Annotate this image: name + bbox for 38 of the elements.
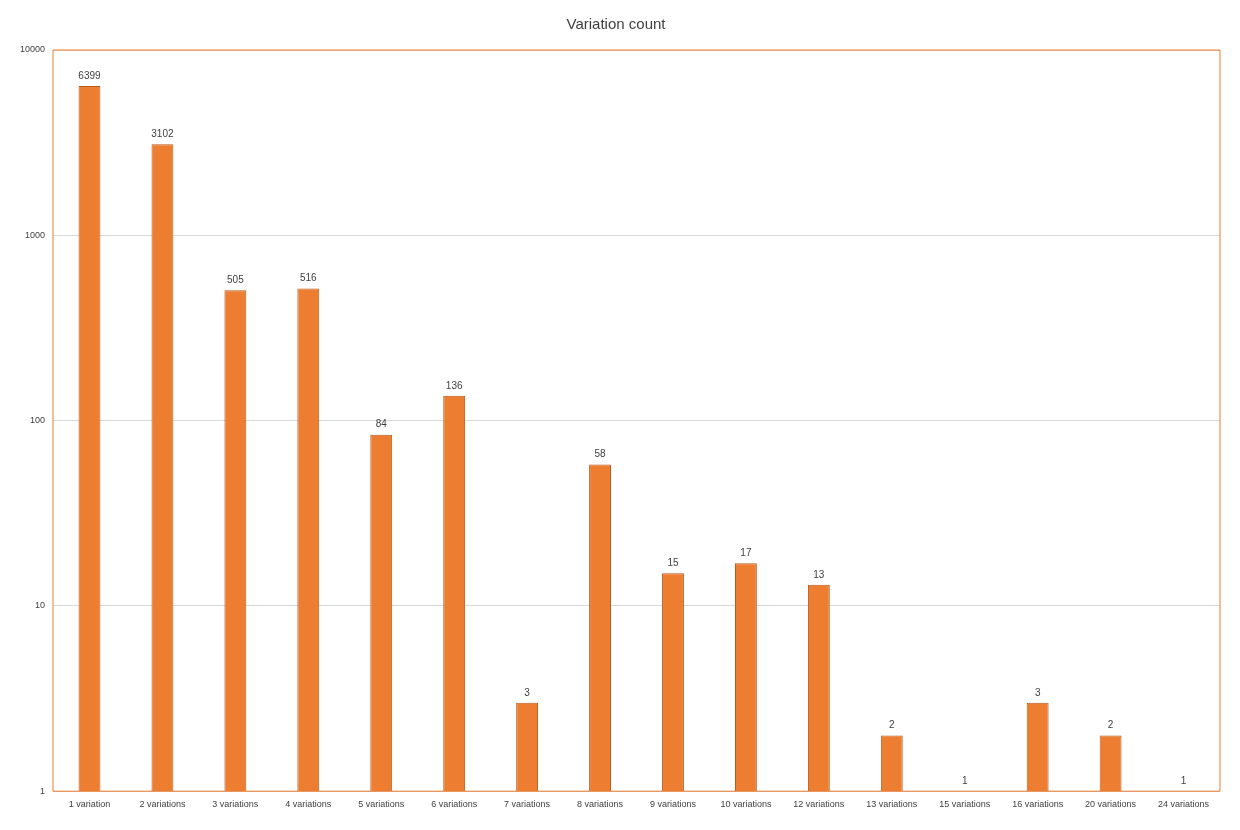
data-label: 2	[889, 719, 896, 731]
data-label: 3102	[151, 127, 174, 139]
x-tick-label: 13 variations	[866, 799, 918, 810]
data-label: 3	[1034, 686, 1041, 698]
x-tick-label: 7 variations	[504, 799, 551, 810]
data-label: 1	[961, 774, 968, 786]
data-label: 3	[524, 686, 531, 698]
x-tick-label: 20 variations	[1085, 799, 1137, 810]
x-tick-label: 12 variations	[793, 799, 845, 810]
y-tick-label: 1	[40, 785, 46, 796]
data-label: 13	[813, 568, 825, 580]
x-tick-label: 10 variations	[720, 799, 772, 810]
x-tick-label: 2 variations	[139, 799, 186, 810]
x-tick-label: 6 variations	[431, 799, 478, 810]
x-tick-label: 3 variations	[212, 799, 259, 810]
data-label: 58	[594, 448, 607, 460]
x-tick-label: 16 variations	[1012, 799, 1064, 810]
data-label: 6399	[78, 69, 102, 81]
y-tick-label: 1000	[25, 229, 46, 240]
data-label: 84	[375, 418, 388, 430]
x-tick-label: 9 variations	[649, 799, 697, 810]
data-label: 2	[1107, 719, 1114, 731]
x-tick-label: 1 variation	[68, 799, 111, 810]
chart-title: Variation count	[566, 15, 667, 33]
x-tick-label: 24 variations	[1158, 799, 1210, 810]
data-label: 15	[667, 557, 679, 569]
data-label: 136	[445, 379, 463, 391]
y-tick-label: 100	[30, 415, 46, 426]
y-tick-label: 10	[35, 600, 46, 611]
x-tick-label: 8 variations	[577, 799, 624, 810]
data-label: 17	[740, 546, 752, 558]
data-label: 516	[299, 272, 318, 284]
y-tick-label: 10000	[20, 44, 46, 55]
x-tick-label: 4 variations	[285, 799, 332, 810]
data-label: 505	[227, 274, 245, 286]
data-label: 1	[1180, 774, 1187, 786]
x-tick-label: 5 variations	[358, 799, 405, 810]
x-tick-label: 15 variations	[939, 799, 991, 810]
